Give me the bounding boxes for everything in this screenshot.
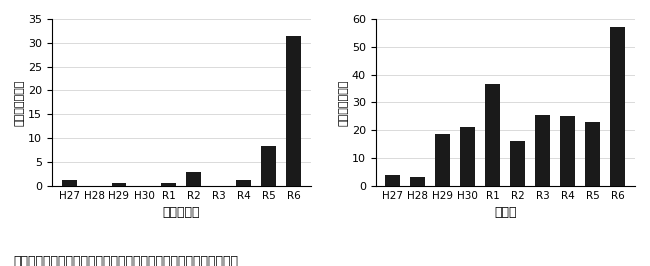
- Bar: [385, 174, 400, 186]
- Bar: [535, 115, 550, 186]
- Bar: [112, 183, 127, 186]
- X-axis label: べと病: べと病: [494, 206, 517, 219]
- Bar: [436, 134, 450, 186]
- Bar: [62, 180, 77, 186]
- Bar: [410, 177, 425, 186]
- Bar: [486, 84, 500, 186]
- Y-axis label: 発病株率（％）: 発病株率（％）: [339, 79, 349, 126]
- Bar: [286, 36, 301, 186]
- Text: 図２　４月の巡回調査における発病株率の年次比較（過去１０年）: 図２ ４月の巡回調査における発病株率の年次比較（過去１０年）: [13, 255, 238, 266]
- Y-axis label: 発病株率（％）: 発病株率（％）: [15, 79, 25, 126]
- X-axis label: 灰色かび病: 灰色かび病: [162, 206, 200, 219]
- Bar: [560, 116, 575, 186]
- Bar: [460, 127, 475, 186]
- Bar: [261, 146, 276, 186]
- Bar: [585, 122, 600, 186]
- Bar: [236, 180, 252, 186]
- Bar: [161, 183, 176, 186]
- Bar: [610, 27, 625, 186]
- Bar: [510, 141, 525, 186]
- Bar: [187, 172, 202, 186]
